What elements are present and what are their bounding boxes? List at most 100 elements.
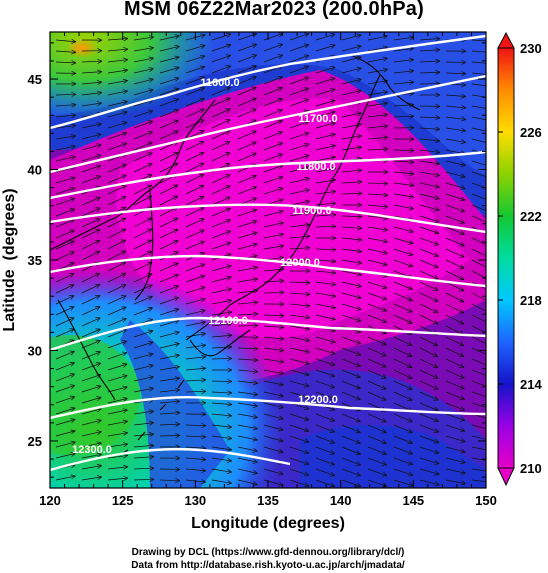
wind-arrow <box>341 446 361 455</box>
wind-arrow <box>393 457 414 465</box>
wind-arrowhead <box>458 297 465 303</box>
wind-arrowhead <box>147 109 154 115</box>
wind-arrow <box>445 127 466 132</box>
wind-arrowhead <box>329 439 335 444</box>
contour-label: 11700.0 <box>298 113 337 125</box>
wind-arrow <box>471 204 486 212</box>
wind-arrow <box>315 179 336 184</box>
wind-arrow <box>289 166 310 173</box>
wind-arrow <box>185 298 206 305</box>
wind-arrow <box>55 198 76 206</box>
wind-arrow <box>393 413 413 423</box>
wind-arrowhead <box>435 58 441 64</box>
wind-arrowhead <box>175 399 181 405</box>
wind-arrow <box>263 413 284 420</box>
wind-arrow <box>133 364 154 371</box>
wind-arrow <box>211 152 231 162</box>
wind-arrowhead <box>487 95 492 99</box>
wind-arrowhead <box>149 476 155 482</box>
wind-arrow <box>393 424 413 433</box>
wind-arrowhead <box>95 362 102 367</box>
y-axis-label: Latitude (degrees) <box>1 188 18 331</box>
wind-arrowhead <box>149 420 155 426</box>
y-tick-label: 45 <box>28 72 42 87</box>
wind-arrowhead <box>227 356 233 362</box>
wind-arrow <box>445 314 465 325</box>
wind-arrow <box>315 336 336 343</box>
wind-arrowhead <box>409 113 415 119</box>
wind-arrow <box>315 303 336 309</box>
wind-arrowhead <box>225 185 231 190</box>
wind-arrowhead <box>252 265 258 271</box>
wind-arrowhead <box>278 448 284 454</box>
wind-arrowhead <box>175 478 181 484</box>
wind-arrowhead <box>303 449 310 455</box>
wind-arrow <box>341 215 363 218</box>
wind-arrowhead <box>382 67 388 73</box>
wind-arrowhead <box>433 374 439 379</box>
wind-arrow <box>419 60 440 63</box>
wind-arrow <box>367 314 387 323</box>
wind-arrowhead <box>459 384 465 390</box>
wind-arrowhead <box>304 176 310 182</box>
wind-arrow <box>237 380 258 384</box>
wind-arrowhead <box>199 108 205 114</box>
wind-arrowhead <box>381 374 387 379</box>
wind-arrowhead <box>175 433 181 439</box>
wind-arrowhead <box>303 54 310 60</box>
wind-arrowhead <box>175 455 181 461</box>
wind-arrow <box>185 446 206 449</box>
wind-arrowhead <box>121 163 127 169</box>
wind-arrowhead <box>198 173 205 179</box>
wind-arrow <box>81 92 102 96</box>
wind-arrow <box>81 397 102 404</box>
wind-arrow <box>159 162 179 173</box>
wind-arrowhead <box>96 153 102 159</box>
wind-arrow <box>133 141 153 151</box>
wind-arrow <box>341 193 363 195</box>
wind-arrowhead <box>69 197 76 203</box>
wind-arrowhead <box>487 480 492 484</box>
wind-arrow <box>211 358 233 360</box>
wind-arrowhead <box>173 130 179 135</box>
wind-arrow <box>185 263 205 272</box>
wind-arrowhead <box>330 33 336 38</box>
wind-arrowhead <box>435 149 441 155</box>
wind-arrow <box>419 127 440 130</box>
wind-arrowhead <box>303 98 310 104</box>
height-contour <box>50 447 291 472</box>
wind-arrow <box>471 83 486 87</box>
wind-arrow <box>107 272 127 283</box>
wind-arrowhead <box>329 471 336 477</box>
wind-arrow <box>471 248 486 257</box>
wind-arrow <box>367 226 388 231</box>
wind-arrow <box>133 307 153 316</box>
x-axis: 120 125 130 135 140 145 150 <box>39 32 497 508</box>
wind-arrowhead <box>486 406 491 410</box>
wind-arrowhead <box>199 87 205 92</box>
wind-arrow <box>289 369 310 376</box>
wind-arrowhead <box>383 192 389 198</box>
wind-arrow <box>263 233 284 239</box>
x-tick-label: 125 <box>112 493 134 508</box>
wind-arrowhead <box>303 32 310 38</box>
wind-arrow <box>263 369 284 374</box>
wind-arrow <box>237 43 257 52</box>
wind-arrow <box>133 131 153 140</box>
wind-arrowhead <box>304 337 310 343</box>
wind-arrow <box>445 446 466 453</box>
wind-arrow <box>419 292 439 302</box>
wind-arrowhead <box>485 398 486 400</box>
wind-arrowhead <box>146 250 153 256</box>
wind-arrow <box>159 35 180 41</box>
wind-arrow <box>211 97 231 107</box>
wind-arrow <box>211 141 231 151</box>
wind-arrow <box>185 241 205 250</box>
wind-arrowhead <box>460 469 466 475</box>
wind-arrow <box>419 303 439 314</box>
wind-arrow <box>211 65 231 74</box>
wind-arrow <box>237 186 257 195</box>
wind-arrowhead <box>172 195 179 201</box>
wind-arrow <box>315 424 335 433</box>
